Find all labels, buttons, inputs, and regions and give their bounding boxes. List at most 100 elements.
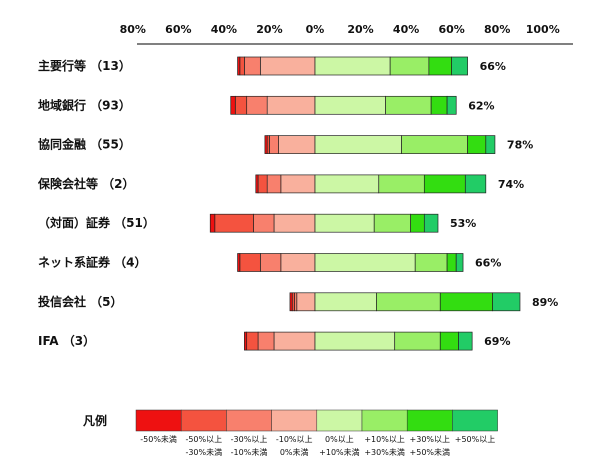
bar-segment — [253, 213, 275, 233]
positive-total-label: 69% — [484, 335, 510, 348]
legend-swatch — [316, 409, 363, 432]
bar-segment — [446, 253, 457, 272]
legend-label: +50%以上 — [455, 435, 495, 444]
category-label: 地域銀行 （93） — [38, 97, 131, 112]
x-tick-label: 40% — [211, 23, 237, 36]
bar-segment — [239, 253, 261, 272]
bar-segment — [394, 331, 441, 351]
bar-segment — [423, 213, 439, 233]
x-tick-label: 20% — [347, 23, 373, 36]
bar-segment — [378, 174, 425, 194]
bar-segment — [414, 253, 448, 272]
bar-segment — [485, 135, 496, 154]
bar-segment — [455, 253, 464, 272]
category-label: （対面）証券 （51） — [38, 215, 155, 230]
bar-segment — [266, 174, 282, 194]
x-axis: 80% 60% 40% 20% 0% 20% 40% 60% 80% 100% — [120, 23, 573, 45]
bar-segment — [257, 331, 275, 351]
bar-segment — [259, 56, 316, 76]
bar-segment — [428, 56, 452, 76]
bar-segment — [257, 174, 268, 194]
legend-swatch — [180, 409, 227, 432]
legend-label: -10%未満 — [231, 447, 268, 457]
legend-label: 0%以上 — [325, 435, 354, 444]
bar-segment — [280, 174, 316, 194]
bar-segment — [273, 331, 316, 351]
legend-label: +10%以上 — [364, 435, 404, 444]
bar-segment — [244, 331, 248, 351]
bar-segment — [314, 56, 391, 76]
positive-total-label: 66% — [480, 60, 506, 73]
category-label: 協同金融 （55） — [38, 137, 131, 152]
x-tick-label: 80% — [484, 23, 510, 36]
legend-label: -50%以上 — [185, 435, 222, 444]
bar-segment — [246, 95, 268, 115]
bar-segment — [423, 174, 466, 194]
bar-segment — [373, 213, 412, 233]
bar-segment — [314, 253, 416, 272]
bar-segment — [234, 95, 248, 115]
category-label: 保険会社等 （2） — [37, 176, 135, 191]
positive-total-label: 62% — [468, 99, 494, 112]
bar-segment — [264, 135, 268, 154]
bar-segment — [446, 95, 457, 115]
x-tick-label: 80% — [120, 23, 146, 36]
legend-label: -10%以上 — [276, 435, 313, 444]
bar-segment — [430, 95, 448, 115]
positive-total-label: 78% — [507, 139, 533, 152]
bar-segment — [237, 56, 241, 76]
bar-segment — [314, 95, 386, 115]
positive-total-label: 66% — [475, 257, 501, 270]
positive-total-label: 74% — [498, 178, 524, 191]
bar-segment — [451, 56, 468, 76]
positive-total-label: 53% — [450, 217, 476, 230]
legend-label: +30%未満 — [364, 447, 404, 457]
bar-segment — [237, 253, 241, 272]
bar-segment — [467, 135, 487, 154]
bar-segment — [385, 95, 432, 115]
positive-total-labels: 66% 62% 78% 74% 53% 66% 89% 69% — [450, 60, 558, 348]
bar-segment — [439, 331, 459, 351]
bar-segment — [246, 331, 259, 351]
bar-segment — [314, 292, 377, 312]
bar-segment — [273, 213, 316, 233]
bar-segment — [230, 95, 236, 115]
category-label: 投信会社 （5） — [38, 294, 123, 309]
bar-segment — [278, 135, 316, 154]
legend-swatch — [361, 409, 408, 432]
legend-label: +10%未満 — [319, 447, 359, 457]
bar-segment — [314, 213, 375, 233]
bar-segment — [492, 292, 521, 312]
bar-segment — [239, 56, 245, 76]
legend-swatch — [135, 409, 182, 432]
legend-label: +50%未満 — [410, 447, 450, 457]
legend-label: -30%以上 — [231, 435, 268, 444]
bar-segment — [244, 56, 261, 76]
legend-swatch — [226, 409, 272, 432]
bar-segment — [314, 135, 402, 154]
category-labels: 主要行等 （13） 地域銀行 （93） 協同金融 （55） 保険会社等 （2） （対面）… — [37, 58, 155, 348]
bar-segment — [458, 331, 473, 351]
category-label: 主要行等 （13） — [38, 58, 131, 73]
legend-label: +30%以上 — [410, 435, 450, 444]
x-tick-label: 0% — [306, 23, 325, 36]
bar-segment — [255, 174, 259, 194]
x-tick-label: 60% — [165, 23, 191, 36]
bar-segment — [266, 95, 316, 115]
bar-segment — [269, 135, 279, 154]
positive-total-label: 89% — [532, 296, 558, 309]
legend-label: 0%未満 — [280, 447, 309, 457]
bars — [209, 56, 521, 351]
bar-segment — [280, 253, 316, 272]
bar-segment — [439, 292, 493, 312]
bar-segment — [389, 56, 430, 76]
bar-segment — [376, 292, 441, 312]
legend-swatch — [271, 409, 318, 432]
bar-segment — [464, 174, 487, 194]
legend: 凡例 -50%未満 -50%以上 -30%未満 -30%以上 -10%未満 -10%以上 0%… — [83, 409, 498, 457]
x-tick-label: 60% — [438, 23, 464, 36]
legend-swatch — [452, 409, 498, 432]
legend-label: -30%未満 — [185, 447, 222, 457]
bar-segment — [314, 331, 396, 351]
